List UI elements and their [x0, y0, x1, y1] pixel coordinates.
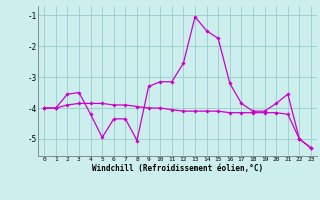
X-axis label: Windchill (Refroidissement éolien,°C): Windchill (Refroidissement éolien,°C): [92, 164, 263, 173]
